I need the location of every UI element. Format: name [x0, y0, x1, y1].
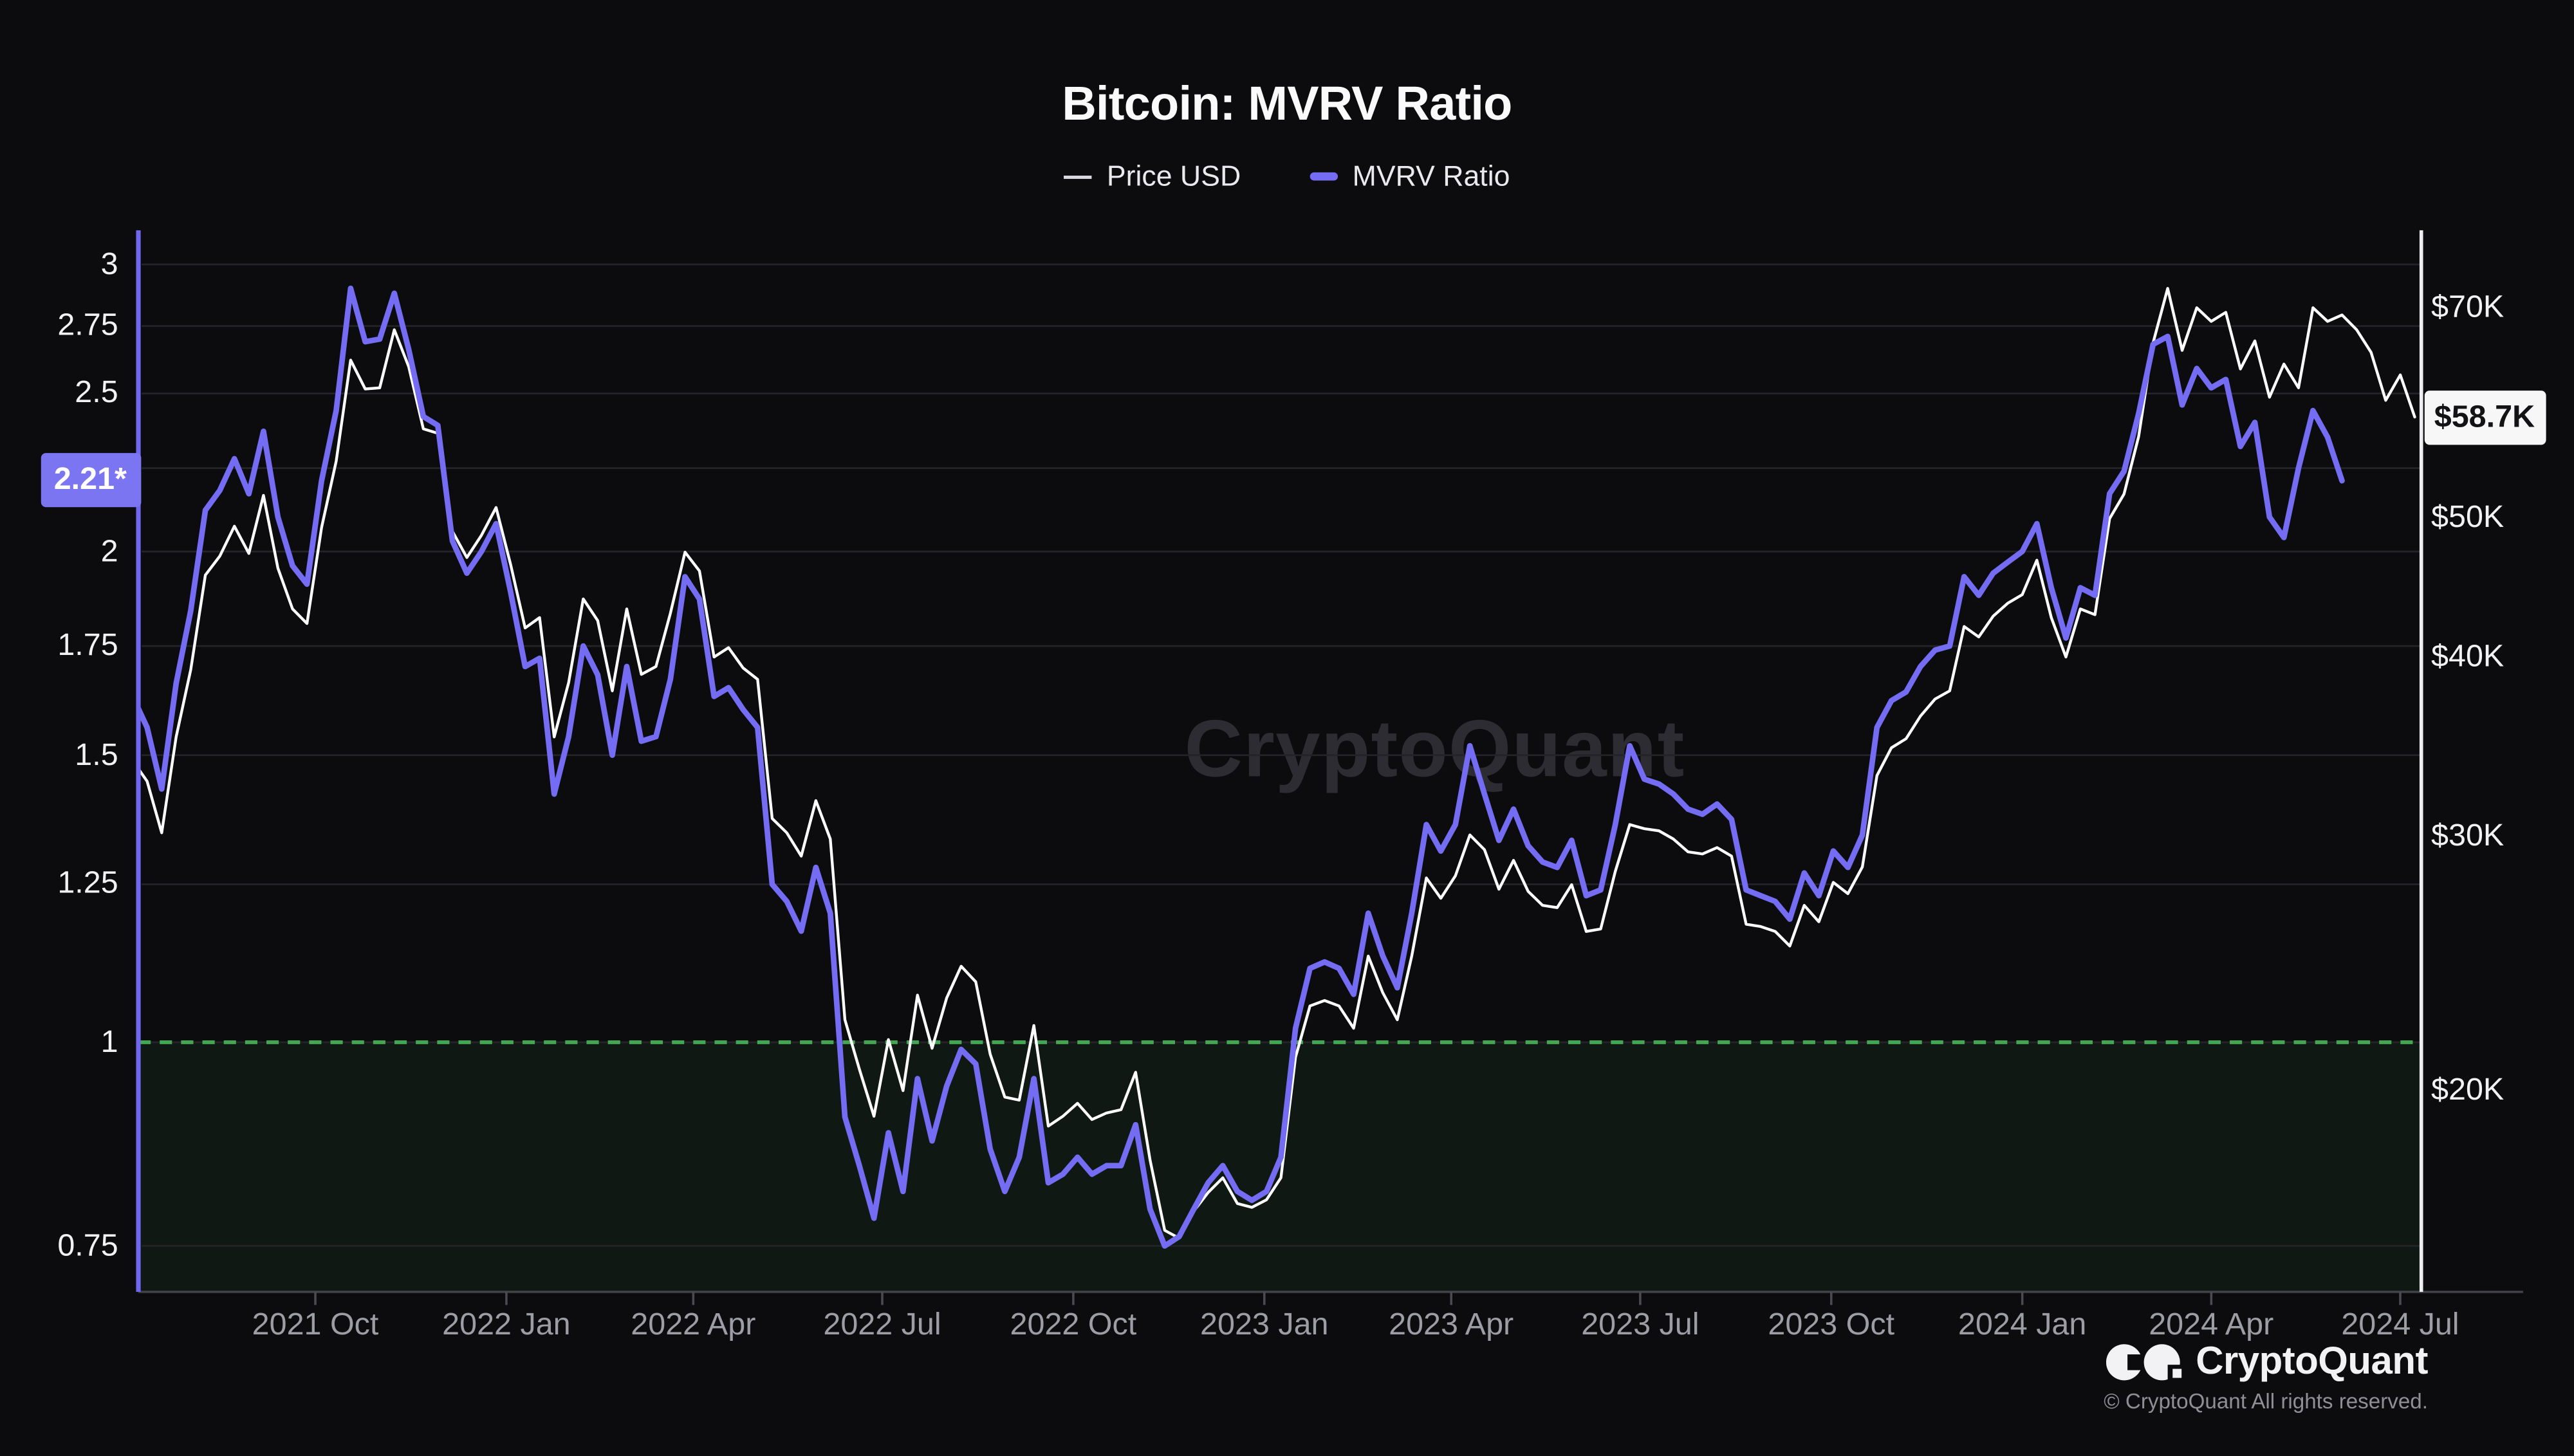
legend-item-price[interactable]: Price USD [1064, 159, 1241, 194]
mvrv-ratio-line [138, 285, 2345, 1249]
right-axis-label: $50K [2431, 500, 2505, 535]
left-axis-line [136, 230, 141, 1292]
right-axis-label: $30K [2431, 820, 2505, 854]
price-current-value-badge: $58.7K [2423, 389, 2546, 445]
left-axis-label: 1.75 [57, 629, 118, 663]
x-axis-label: 2024 Jan [1958, 1308, 2087, 1343]
price-line-swatch-icon [1064, 174, 1092, 178]
x-axis-label: 2023 Apr [1389, 1308, 1514, 1343]
x-axis-label: 2021 Oct [252, 1308, 379, 1343]
mvrv-line-swatch-icon [1310, 172, 1338, 180]
x-axis-label: 2022 Jul [823, 1308, 941, 1343]
legend-label-mvrv: MVRV Ratio [1352, 159, 1510, 192]
legend-item-mvrv[interactable]: MVRV Ratio [1310, 159, 1510, 194]
left-axis-label: 3 [100, 247, 118, 282]
right-axis-label: $40K [2431, 640, 2505, 674]
x-axis-label: 2024 Apr [2149, 1308, 2274, 1343]
left-axis-label: 2 [100, 534, 118, 569]
footer-branding: CryptoQuant © CryptoQuant All rights res… [2104, 1340, 2428, 1414]
price-usd-line [138, 287, 2416, 1240]
left-axis-label: 1.25 [57, 867, 118, 902]
left-axis-label: 1.5 [75, 737, 118, 773]
mvrv-current-value-badge: 2.21* [40, 453, 141, 508]
x-axis-label: 2022 Apr [631, 1308, 756, 1343]
left-axis-label: 2.75 [57, 308, 118, 344]
brand-name: CryptoQuant [2196, 1339, 2428, 1382]
x-axis-label: 2023 Jan [1200, 1308, 1329, 1343]
legend: Price USD MVRV Ratio [0, 159, 2574, 194]
x-axis-label: 2023 Jul [1581, 1308, 1699, 1343]
left-axis-label: 0.75 [57, 1228, 118, 1264]
right-axis-label: $70K [2431, 290, 2505, 324]
legend-label-price: Price USD [1106, 159, 1241, 192]
left-axis-label: 2.5 [75, 376, 118, 411]
x-axis-label: 2023 Oct [1768, 1308, 1895, 1343]
cryptoquant-logo-icon [2105, 1343, 2181, 1380]
right-axis-line [2419, 230, 2423, 1292]
left-axis-label: 1 [100, 1025, 118, 1060]
right-axis-label: $20K [2431, 1073, 2505, 1108]
cryptoquant-watermark: CryptoQuant [1184, 705, 1685, 795]
x-axis-label: 2022 Jan [442, 1308, 571, 1343]
copyright-text: © CryptoQuant All rights reserved. [2104, 1388, 2428, 1414]
x-axis-label: 2024 Jul [2341, 1308, 2459, 1343]
page-title: Bitcoin: MVRV Ratio [1062, 78, 1512, 132]
below-one-green-area [138, 1042, 2421, 1292]
x-axis-label: 2022 Oct [1010, 1308, 1137, 1343]
